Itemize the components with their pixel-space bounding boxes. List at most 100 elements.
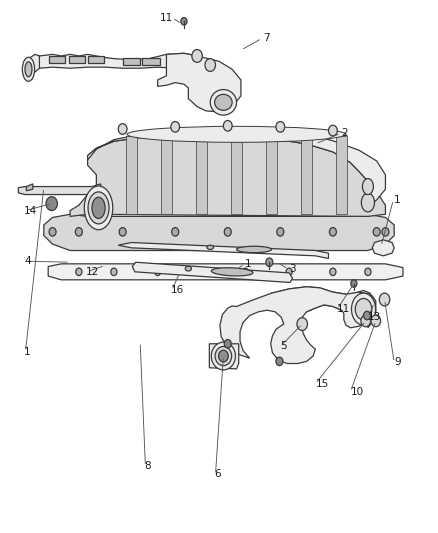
Ellipse shape bbox=[219, 350, 228, 362]
Circle shape bbox=[155, 268, 161, 276]
Circle shape bbox=[266, 258, 273, 266]
Polygon shape bbox=[69, 56, 85, 63]
Text: 12: 12 bbox=[85, 267, 99, 277]
Text: 1: 1 bbox=[245, 259, 252, 269]
Ellipse shape bbox=[211, 342, 236, 370]
Text: 8: 8 bbox=[145, 462, 151, 471]
Circle shape bbox=[224, 340, 231, 348]
Polygon shape bbox=[158, 53, 241, 112]
Ellipse shape bbox=[362, 179, 373, 195]
Ellipse shape bbox=[25, 62, 32, 77]
Polygon shape bbox=[372, 240, 394, 256]
Polygon shape bbox=[132, 262, 293, 282]
Circle shape bbox=[373, 228, 380, 236]
Ellipse shape bbox=[355, 298, 372, 320]
Circle shape bbox=[46, 197, 57, 211]
Circle shape bbox=[277, 228, 284, 236]
Polygon shape bbox=[48, 264, 403, 280]
Text: 2: 2 bbox=[342, 128, 348, 138]
Circle shape bbox=[118, 124, 127, 134]
Circle shape bbox=[223, 120, 232, 131]
Circle shape bbox=[382, 228, 389, 236]
Circle shape bbox=[172, 228, 179, 236]
Circle shape bbox=[76, 268, 82, 276]
Text: 16: 16 bbox=[171, 286, 184, 295]
Polygon shape bbox=[231, 136, 242, 214]
Text: 4: 4 bbox=[24, 256, 31, 266]
Ellipse shape bbox=[215, 346, 232, 366]
Circle shape bbox=[361, 315, 371, 327]
Text: 7: 7 bbox=[263, 34, 269, 43]
Circle shape bbox=[379, 293, 390, 306]
Polygon shape bbox=[123, 58, 140, 65]
Polygon shape bbox=[220, 287, 376, 364]
Text: 14: 14 bbox=[24, 206, 37, 215]
Polygon shape bbox=[18, 184, 101, 195]
Circle shape bbox=[224, 228, 231, 236]
Polygon shape bbox=[118, 243, 328, 259]
Ellipse shape bbox=[212, 268, 253, 276]
Ellipse shape bbox=[351, 293, 376, 325]
Circle shape bbox=[351, 280, 357, 287]
Circle shape bbox=[371, 315, 381, 327]
Polygon shape bbox=[161, 136, 172, 214]
Circle shape bbox=[276, 122, 285, 132]
Ellipse shape bbox=[210, 90, 237, 115]
Polygon shape bbox=[359, 292, 376, 328]
Circle shape bbox=[242, 268, 248, 276]
Ellipse shape bbox=[185, 266, 191, 271]
Circle shape bbox=[75, 228, 82, 236]
Circle shape bbox=[364, 311, 371, 320]
Polygon shape bbox=[26, 184, 33, 191]
Circle shape bbox=[276, 357, 283, 366]
Text: 1: 1 bbox=[24, 347, 31, 357]
Text: 10: 10 bbox=[350, 387, 364, 397]
Circle shape bbox=[365, 268, 371, 276]
Circle shape bbox=[119, 228, 126, 236]
Polygon shape bbox=[196, 136, 207, 214]
Ellipse shape bbox=[84, 186, 113, 230]
Circle shape bbox=[328, 125, 337, 136]
Polygon shape bbox=[44, 214, 394, 251]
Circle shape bbox=[181, 18, 187, 25]
Polygon shape bbox=[142, 58, 160, 65]
Polygon shape bbox=[301, 136, 312, 214]
Text: 15: 15 bbox=[315, 379, 328, 389]
Ellipse shape bbox=[207, 245, 213, 249]
Ellipse shape bbox=[127, 126, 346, 142]
Circle shape bbox=[205, 59, 215, 71]
Ellipse shape bbox=[361, 193, 374, 212]
Text: 5: 5 bbox=[280, 342, 287, 351]
Text: 11: 11 bbox=[160, 13, 173, 22]
Text: 1: 1 bbox=[394, 195, 401, 205]
Polygon shape bbox=[31, 53, 206, 69]
Circle shape bbox=[330, 268, 336, 276]
Text: 3: 3 bbox=[289, 264, 296, 274]
Circle shape bbox=[49, 228, 56, 236]
Ellipse shape bbox=[92, 197, 105, 219]
Polygon shape bbox=[267, 287, 372, 313]
Circle shape bbox=[171, 122, 180, 132]
Ellipse shape bbox=[22, 58, 35, 82]
Polygon shape bbox=[209, 344, 239, 369]
Circle shape bbox=[198, 268, 205, 276]
Polygon shape bbox=[88, 129, 385, 207]
Circle shape bbox=[111, 268, 117, 276]
Polygon shape bbox=[49, 56, 65, 63]
Circle shape bbox=[329, 228, 336, 236]
Polygon shape bbox=[126, 136, 137, 214]
Ellipse shape bbox=[215, 94, 232, 110]
Polygon shape bbox=[336, 136, 347, 214]
Ellipse shape bbox=[237, 246, 272, 253]
Text: 6: 6 bbox=[215, 470, 221, 479]
Text: 9: 9 bbox=[394, 358, 401, 367]
Polygon shape bbox=[70, 136, 385, 216]
Text: 13: 13 bbox=[368, 312, 381, 322]
Polygon shape bbox=[266, 136, 277, 214]
Text: 11: 11 bbox=[337, 304, 350, 314]
Polygon shape bbox=[28, 54, 39, 77]
Circle shape bbox=[297, 318, 307, 330]
Circle shape bbox=[286, 268, 292, 276]
Ellipse shape bbox=[88, 192, 109, 224]
Polygon shape bbox=[88, 56, 104, 63]
